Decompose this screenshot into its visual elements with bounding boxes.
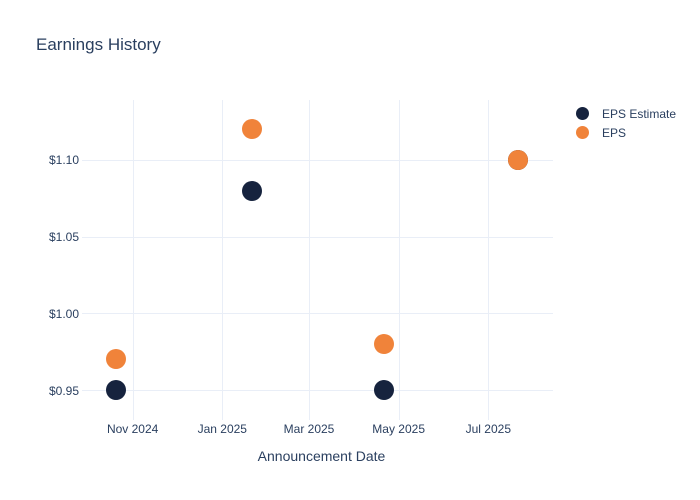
x-tick-label: May 2025	[372, 422, 426, 436]
x-tick	[309, 415, 310, 420]
legend-marker-eps-estimate	[576, 107, 589, 120]
legend: EPS Estimate EPS	[576, 104, 676, 142]
data-point-eps[interactable]	[507, 149, 528, 170]
x-grid-line	[398, 100, 400, 415]
y-tick-label: $1.10	[48, 153, 79, 168]
x-grid-line	[309, 100, 310, 415]
x-grid-line	[488, 100, 490, 415]
y-tick	[82, 390, 90, 391]
x-grid-line	[132, 100, 134, 415]
x-tick	[222, 415, 224, 420]
data-point-eps[interactable]	[241, 119, 262, 140]
y-tick-label: $1.05	[48, 230, 79, 245]
chart-title: Earnings History	[36, 35, 161, 54]
y-tick-label: $0.95	[48, 383, 79, 398]
x-axis-title: Announcement Date	[257, 448, 386, 464]
x-tick-label: Mar 2025	[283, 422, 335, 436]
y-tick	[82, 236, 90, 238]
data-point-eps-estimate[interactable]	[241, 180, 262, 201]
data-point-eps[interactable]	[373, 333, 394, 354]
data-point-eps-estimate[interactable]	[106, 380, 127, 400]
y-tick	[82, 313, 90, 315]
y-grid-line	[90, 313, 553, 315]
x-tick-label: Jul 2025	[465, 422, 511, 436]
y-grid-line	[90, 159, 553, 161]
legend-marker-eps	[576, 126, 589, 139]
legend-entry-eps-estimate[interactable]: EPS Estimate	[576, 104, 676, 123]
x-tick	[398, 415, 400, 420]
x-grid-line	[222, 100, 224, 415]
legend-label-eps: EPS	[602, 125, 627, 140]
data-point-eps[interactable]	[106, 349, 127, 370]
legend-label-eps-estimate: EPS Estimate	[602, 106, 677, 121]
x-tick	[488, 415, 490, 420]
legend-entry-eps[interactable]: EPS	[576, 123, 676, 142]
x-tick-label: Nov 2024	[106, 422, 159, 436]
y-grid-line	[90, 390, 553, 391]
data-point-eps-estimate[interactable]	[373, 380, 394, 400]
y-tick-label: $1.00	[48, 306, 79, 321]
y-grid-line	[90, 236, 553, 238]
x-tick	[132, 415, 134, 420]
x-tick-label: Jan 2025	[197, 422, 247, 436]
y-tick	[82, 159, 90, 161]
